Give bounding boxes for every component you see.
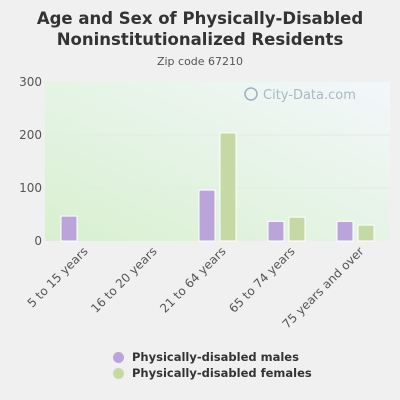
chart-title: Age and Sex of Physically-Disabled Nonin…	[0, 8, 400, 50]
bar-males	[267, 220, 285, 242]
watermark-icon	[244, 87, 258, 101]
chart-subtitle: Zip code 67210	[156, 55, 244, 68]
y-tick-label: 0	[34, 234, 42, 248]
bar-females	[219, 132, 237, 242]
x-tick-label: 5 to 15 years	[25, 244, 91, 310]
bar-females	[288, 216, 306, 242]
chart-title-line-1: Age and Sex of Physically-Disabled	[36, 9, 364, 28]
plot-area	[45, 82, 390, 241]
legend-swatch-females	[113, 367, 124, 379]
legend-label-females: Physically-disabled females	[132, 366, 312, 380]
watermark: City-Data.com	[244, 87, 356, 103]
legend: Physically-disabled males Physically-dis…	[113, 349, 312, 381]
bar-males	[60, 215, 78, 242]
legend-label-males: Physically-disabled males	[132, 350, 299, 364]
bar-females	[357, 224, 375, 242]
x-tick-label: 65 to 74 years	[226, 244, 297, 315]
y-tick-label: 200	[19, 128, 42, 142]
bars	[60, 132, 375, 242]
watermark-text: City-Data.com	[263, 88, 356, 103]
y-axis: 0 100 200 300	[19, 75, 42, 248]
y-tick-label: 100	[19, 181, 42, 195]
legend-item-females: Physically-disabled females	[113, 365, 312, 381]
x-tick-label: 16 to 20 years	[88, 244, 159, 315]
legend-item-males: Physically-disabled males	[113, 349, 312, 365]
bar-males	[336, 220, 354, 242]
x-tick-label: 21 to 64 years	[157, 244, 228, 315]
y-tick-label: 300	[19, 75, 42, 89]
gridlines	[45, 134, 390, 189]
legend-swatch-males	[113, 351, 124, 363]
bar-males	[198, 189, 216, 242]
chart-title-line-2: Noninstitutionalized Residents	[56, 30, 344, 49]
